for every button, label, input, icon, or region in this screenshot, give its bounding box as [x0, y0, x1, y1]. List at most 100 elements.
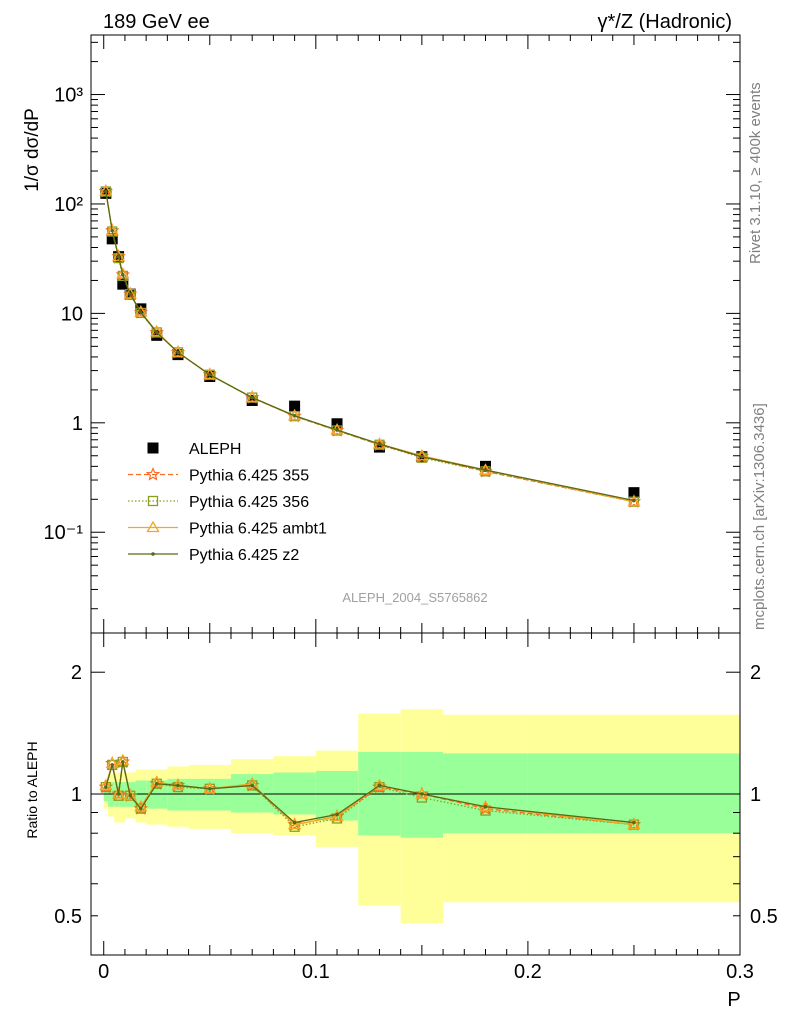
- data-point: [292, 413, 297, 418]
- data-point: [150, 324, 164, 337]
- data-point: [128, 292, 133, 296]
- main-plot-frame: [90, 34, 741, 634]
- series-line-pythia-6-425-z2: [105, 191, 635, 502]
- ratio-y-tick-label-right: 2: [750, 662, 761, 684]
- data-point: [104, 189, 108, 194]
- data-point: [335, 812, 339, 817]
- data-point: [147, 442, 159, 454]
- data-point: [331, 425, 343, 436]
- legend-label: Pythia 6.425 ambt1: [189, 521, 327, 538]
- data-point: [139, 806, 143, 811]
- analysis-label: ALEPH_2004_S5765862: [342, 590, 487, 605]
- data-point: [123, 788, 137, 801]
- data-point: [121, 273, 125, 277]
- data-point: [111, 249, 126, 262]
- data-point: [628, 487, 640, 499]
- data-point: [289, 400, 301, 412]
- uncertainty-band-inner: [146, 780, 168, 809]
- data-point: [415, 448, 429, 461]
- y-tick-label: 10³: [54, 85, 83, 107]
- legend: ALEPH Pythia 6.425 355 Pythia 6.425 356 Pyt…: [128, 441, 327, 564]
- data-point: [154, 781, 159, 786]
- uncertainty-band-inner: [443, 753, 528, 834]
- data-point: [154, 330, 159, 335]
- legend-label: ALEPH: [189, 441, 241, 458]
- data-point: [287, 817, 302, 830]
- x-axis-label: P: [727, 989, 740, 1011]
- y-tick-label: 10²: [54, 194, 83, 216]
- events-side-label: Rivet 3.1.10, ≥ 400k events: [747, 82, 764, 264]
- x-tick-label: 0.3: [726, 961, 754, 983]
- data-point: [377, 442, 382, 446]
- data-point: [106, 233, 118, 245]
- series-line-pythia-6-425-ambt1: [105, 191, 635, 503]
- x-tick-label: 0.1: [302, 961, 330, 983]
- data-point: [100, 186, 111, 197]
- data-point: [134, 305, 148, 317]
- ratio-y-tick-label-right: 1: [750, 784, 761, 806]
- y-tick-label: 10⁻¹: [44, 522, 84, 544]
- x-tick-label: 0.2: [514, 961, 542, 983]
- data-point: [627, 494, 641, 507]
- data-point: [111, 787, 126, 799]
- y-tick-label: 1: [72, 413, 83, 435]
- legend-label: Pythia 6.425 356: [189, 494, 309, 511]
- data-point: [292, 820, 297, 825]
- series-line-pythia-6-425-355: [105, 191, 635, 503]
- ratio-y-tick-label-left: 0.5: [54, 906, 82, 928]
- data-point: [176, 783, 180, 788]
- data-point: [117, 278, 129, 290]
- data-point: [151, 327, 162, 338]
- data-point: [420, 792, 424, 796]
- header-right-label: γ*/Z (Hadronic): [598, 11, 732, 33]
- ratio-y-axis-label: Ratio to ALEPH: [24, 741, 40, 838]
- data-point: [145, 466, 161, 481]
- series-line-pythia-6-425-356: [105, 191, 635, 503]
- data-point: [105, 223, 119, 236]
- data-point: [207, 372, 212, 377]
- data-point: [377, 783, 382, 788]
- data-point: [128, 793, 133, 798]
- data-point: [420, 454, 424, 459]
- data-point: [250, 783, 254, 788]
- data-point: [116, 267, 130, 279]
- legend-label: Pythia 6.425 z2: [189, 547, 299, 564]
- data-point: [245, 776, 259, 789]
- data-point: [146, 520, 160, 533]
- data-point: [627, 817, 641, 830]
- data-point: [207, 787, 212, 791]
- data-point: [483, 804, 488, 809]
- data-point: [147, 495, 159, 507]
- legend-label: Pythia 6.425 355: [189, 468, 309, 485]
- data-point: [99, 778, 113, 791]
- data-point: [203, 367, 217, 380]
- series-line-pythia-6-425-356: [105, 761, 635, 828]
- x-tick-label: 0: [98, 961, 109, 983]
- data-point: [483, 468, 488, 472]
- uncertainty-band-inner: [135, 780, 147, 809]
- series-line-pythia-6-425-z2: [105, 761, 635, 824]
- data-point: [110, 763, 115, 767]
- data-point: [632, 820, 636, 825]
- data-point: [150, 775, 164, 787]
- data-point: [116, 254, 121, 259]
- data-point: [176, 350, 180, 355]
- data-point: [250, 395, 254, 400]
- data-point: [110, 228, 115, 233]
- data-point: [123, 287, 137, 299]
- data-point: [116, 792, 121, 796]
- data-point: [372, 778, 387, 791]
- data-point: [104, 785, 108, 789]
- data-point: [335, 428, 339, 432]
- data-point: [632, 498, 636, 503]
- data-point: [139, 310, 143, 315]
- data-point: [289, 411, 300, 422]
- data-point: [121, 760, 125, 764]
- data-point: [135, 307, 146, 319]
- y-tick-label: 10: [61, 303, 83, 325]
- data-point: [330, 809, 344, 822]
- main-y-axis-label: 1/σ dσ/dP: [22, 108, 43, 192]
- ratio-y-tick-label-left: 2: [71, 662, 82, 684]
- data-point: [151, 552, 155, 556]
